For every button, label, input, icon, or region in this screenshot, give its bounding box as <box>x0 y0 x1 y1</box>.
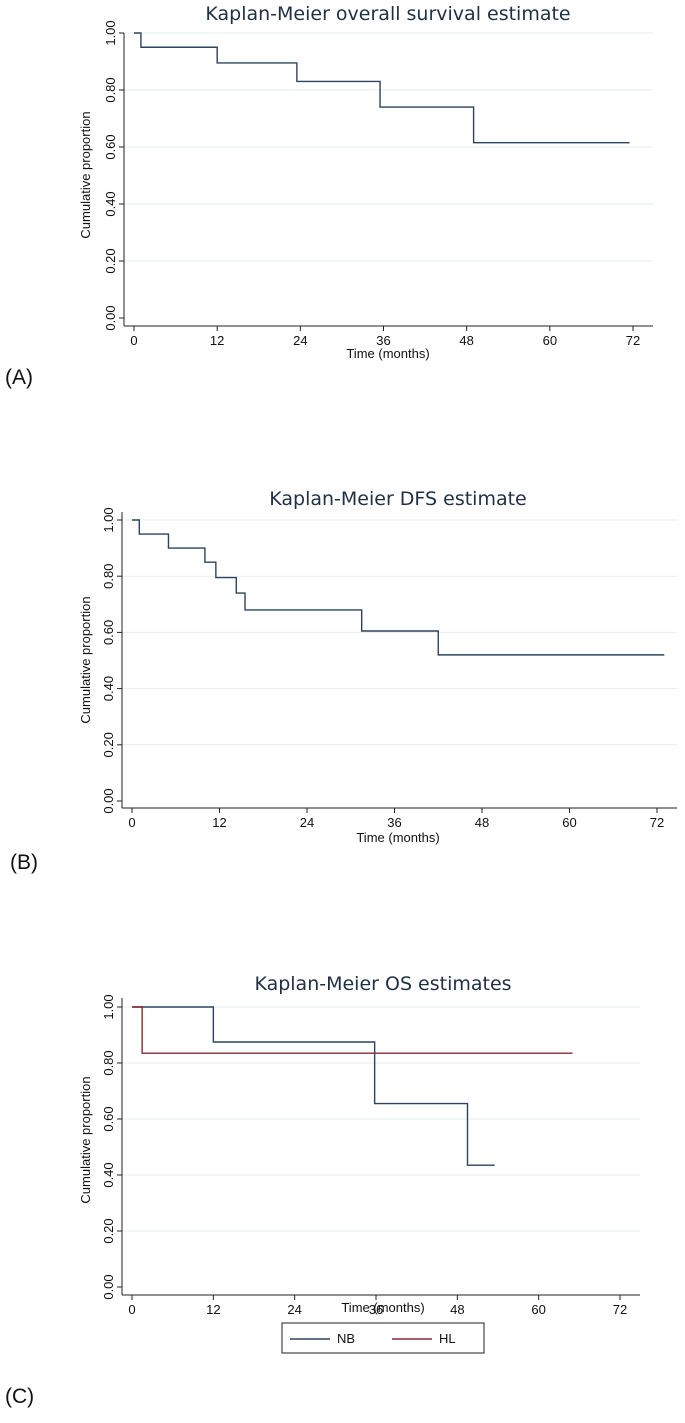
survival-curves <box>134 32 630 144</box>
y-tick-label: 0.20 <box>101 1218 116 1243</box>
panel-b: Kaplan-Meier DFS estimate 0.000.200.400.… <box>10 488 677 874</box>
panel-label: (C) <box>5 1385 34 1408</box>
x-tick-label: 24 <box>293 333 307 348</box>
panel-label: (A) <box>5 366 33 389</box>
y-tick-label: 0.40 <box>101 676 116 701</box>
survival-curve-hl <box>132 1006 573 1054</box>
x-tick-label: 72 <box>613 1302 627 1317</box>
x-tick-label: 72 <box>650 815 664 830</box>
y-tick-label: 0.80 <box>101 564 116 589</box>
x-tick-label: 60 <box>562 815 576 830</box>
panel-a: Kaplan-Meier overall survival estimate 0… <box>5 3 653 389</box>
y-tick-label: 0.40 <box>103 191 118 216</box>
axes: 0.00 0.20 0.40 0.60 0.80 1.00 0 12 24 36 48 60 72 <box>103 20 653 348</box>
y-tick-label: 0.80 <box>103 77 118 102</box>
x-axis-title: Time (months) <box>346 346 429 361</box>
y-tick-label: 0.00 <box>101 1274 116 1299</box>
y-tick-label: 0.60 <box>101 1106 116 1131</box>
gridlines <box>124 32 653 262</box>
survival-curve <box>134 32 630 144</box>
chart-title: Kaplan-Meier OS estimates <box>254 973 511 995</box>
survival-curves <box>132 1006 573 1166</box>
axes: 0.00 0.20 0.40 0.60 0.80 1.00 0 12 24 36 48 60 72 <box>101 507 677 830</box>
x-tick-label: 24 <box>287 1302 301 1317</box>
x-tick-label: 0 <box>128 815 135 830</box>
legend-label-hl: HL <box>439 1331 456 1346</box>
y-tick-label: 0.80 <box>101 1050 116 1075</box>
survival-curves <box>132 519 665 656</box>
y-tick-label: 0.00 <box>101 788 116 813</box>
panel-c: Kaplan-Meier OS estimates 0.000.200.400.… <box>5 973 640 1408</box>
x-axis-title: Time (months) <box>356 830 439 845</box>
legend-box <box>281 1322 485 1354</box>
y-axis-title: Cumulative proportion <box>78 111 93 238</box>
y-tick-label: 0.60 <box>101 620 116 645</box>
y-tick-label: 1.00 <box>103 20 118 45</box>
survival-curve-nb <box>132 1006 495 1166</box>
y-axis-title: Cumulative proportion <box>78 596 93 723</box>
y-tick-label: 0.20 <box>101 732 116 757</box>
x-tick-label: 48 <box>450 1302 464 1317</box>
x-tick-label: 60 <box>531 1302 545 1317</box>
x-tick-label: 48 <box>459 333 473 348</box>
x-tick-label: 36 <box>387 815 401 830</box>
panel-label: (B) <box>10 851 38 874</box>
x-tick-label: 60 <box>543 333 557 348</box>
gridlines <box>122 519 677 746</box>
y-tick-label: 1.00 <box>101 507 116 532</box>
x-tick-label: 0 <box>128 1302 135 1317</box>
legend: NB HL <box>281 1322 485 1354</box>
x-axis-title: Time (months) <box>341 1300 424 1315</box>
x-tick-label: 12 <box>210 333 224 348</box>
x-tick-label: 36 <box>376 333 390 348</box>
survival-curve <box>132 519 665 656</box>
gridlines <box>122 1006 640 1232</box>
y-tick-label: 1.00 <box>101 994 116 1019</box>
y-axis-title: Cumulative proportion <box>78 1076 93 1203</box>
chart-title: Kaplan-Meier DFS estimate <box>269 488 526 510</box>
y-tick-label: 0.60 <box>103 134 118 159</box>
legend-label-nb: NB <box>337 1331 355 1346</box>
x-tick-label: 36 <box>369 1302 383 1317</box>
x-tick-label: 0 <box>130 333 137 348</box>
y-tick-label: 0.40 <box>101 1162 116 1187</box>
x-tick-label: 12 <box>206 1302 220 1317</box>
chart-title: Kaplan-Meier overall survival estimate <box>205 3 570 25</box>
x-tick-label: 24 <box>300 815 314 830</box>
x-tick-label: 72 <box>626 333 640 348</box>
x-tick-label: 12 <box>212 815 226 830</box>
y-tick-label: 0.00 <box>103 305 118 330</box>
y-tick-label: 0.20 <box>103 248 118 273</box>
x-tick-label: 48 <box>475 815 489 830</box>
axes: 0.00 0.20 0.40 0.60 0.80 1.00 0 12 24 36 48 60 72 <box>101 994 640 1317</box>
